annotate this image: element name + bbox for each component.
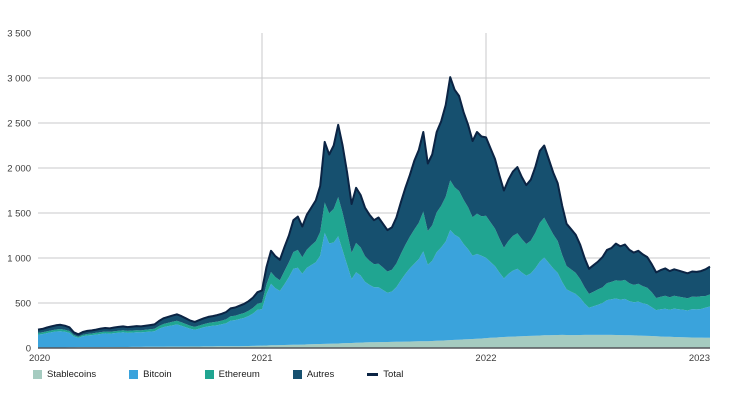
bitcoin-swatch-icon — [129, 370, 139, 379]
y-tick-label: 1 000 — [7, 254, 31, 265]
y-tick-label: 2 000 — [7, 164, 31, 175]
legend-label-bitcoin: Bitcoin — [143, 369, 172, 380]
ethereum-swatch-icon — [204, 370, 214, 379]
legend-item-stablecoins: Stablecoins — [33, 369, 96, 380]
y-tick-label: 0 — [26, 344, 31, 355]
y-tick-label: 500 — [15, 299, 31, 310]
y-tick-label: 3 500 — [7, 29, 31, 40]
chart-legend: Stablecoins Bitcoin Ethereum Autres Tota… — [33, 369, 436, 380]
x-tick-label: 2023 — [689, 353, 710, 364]
stablecoins-swatch-icon — [33, 370, 42, 379]
autres-swatch-icon — [292, 370, 302, 379]
x-tick-label: 2020 — [29, 353, 50, 364]
total-line — [37, 76, 711, 336]
legend-label-total: Total — [383, 369, 404, 380]
x-tick-label: 2021 — [251, 353, 272, 364]
legend-item-bitcoin: Bitcoin — [129, 369, 172, 380]
y-tick-label: 3 000 — [7, 74, 31, 85]
total-line-swatch-icon — [367, 373, 379, 376]
x-tick-label: 2022 — [475, 353, 496, 364]
legend-label-stablecoins: Stablecoins — [47, 369, 97, 380]
legend-item-total: Total — [367, 369, 403, 380]
area-bitcoin — [38, 230, 710, 348]
y-tick-label: 2 500 — [7, 119, 31, 130]
legend-label-ethereum: Ethereum — [218, 369, 260, 380]
legend-label-autres: Autres — [306, 369, 335, 380]
y-tick-label: 1 500 — [7, 209, 31, 220]
area-stablecoins — [38, 334, 710, 348]
stacked-area-chart: 0 500 1 000 1 500 2 000 2 500 3 000 3 500 2020 20… — [7, 29, 711, 364]
legend-item-ethereum: Ethereum — [204, 369, 260, 380]
legend-item-autres: Autres — [292, 369, 335, 380]
